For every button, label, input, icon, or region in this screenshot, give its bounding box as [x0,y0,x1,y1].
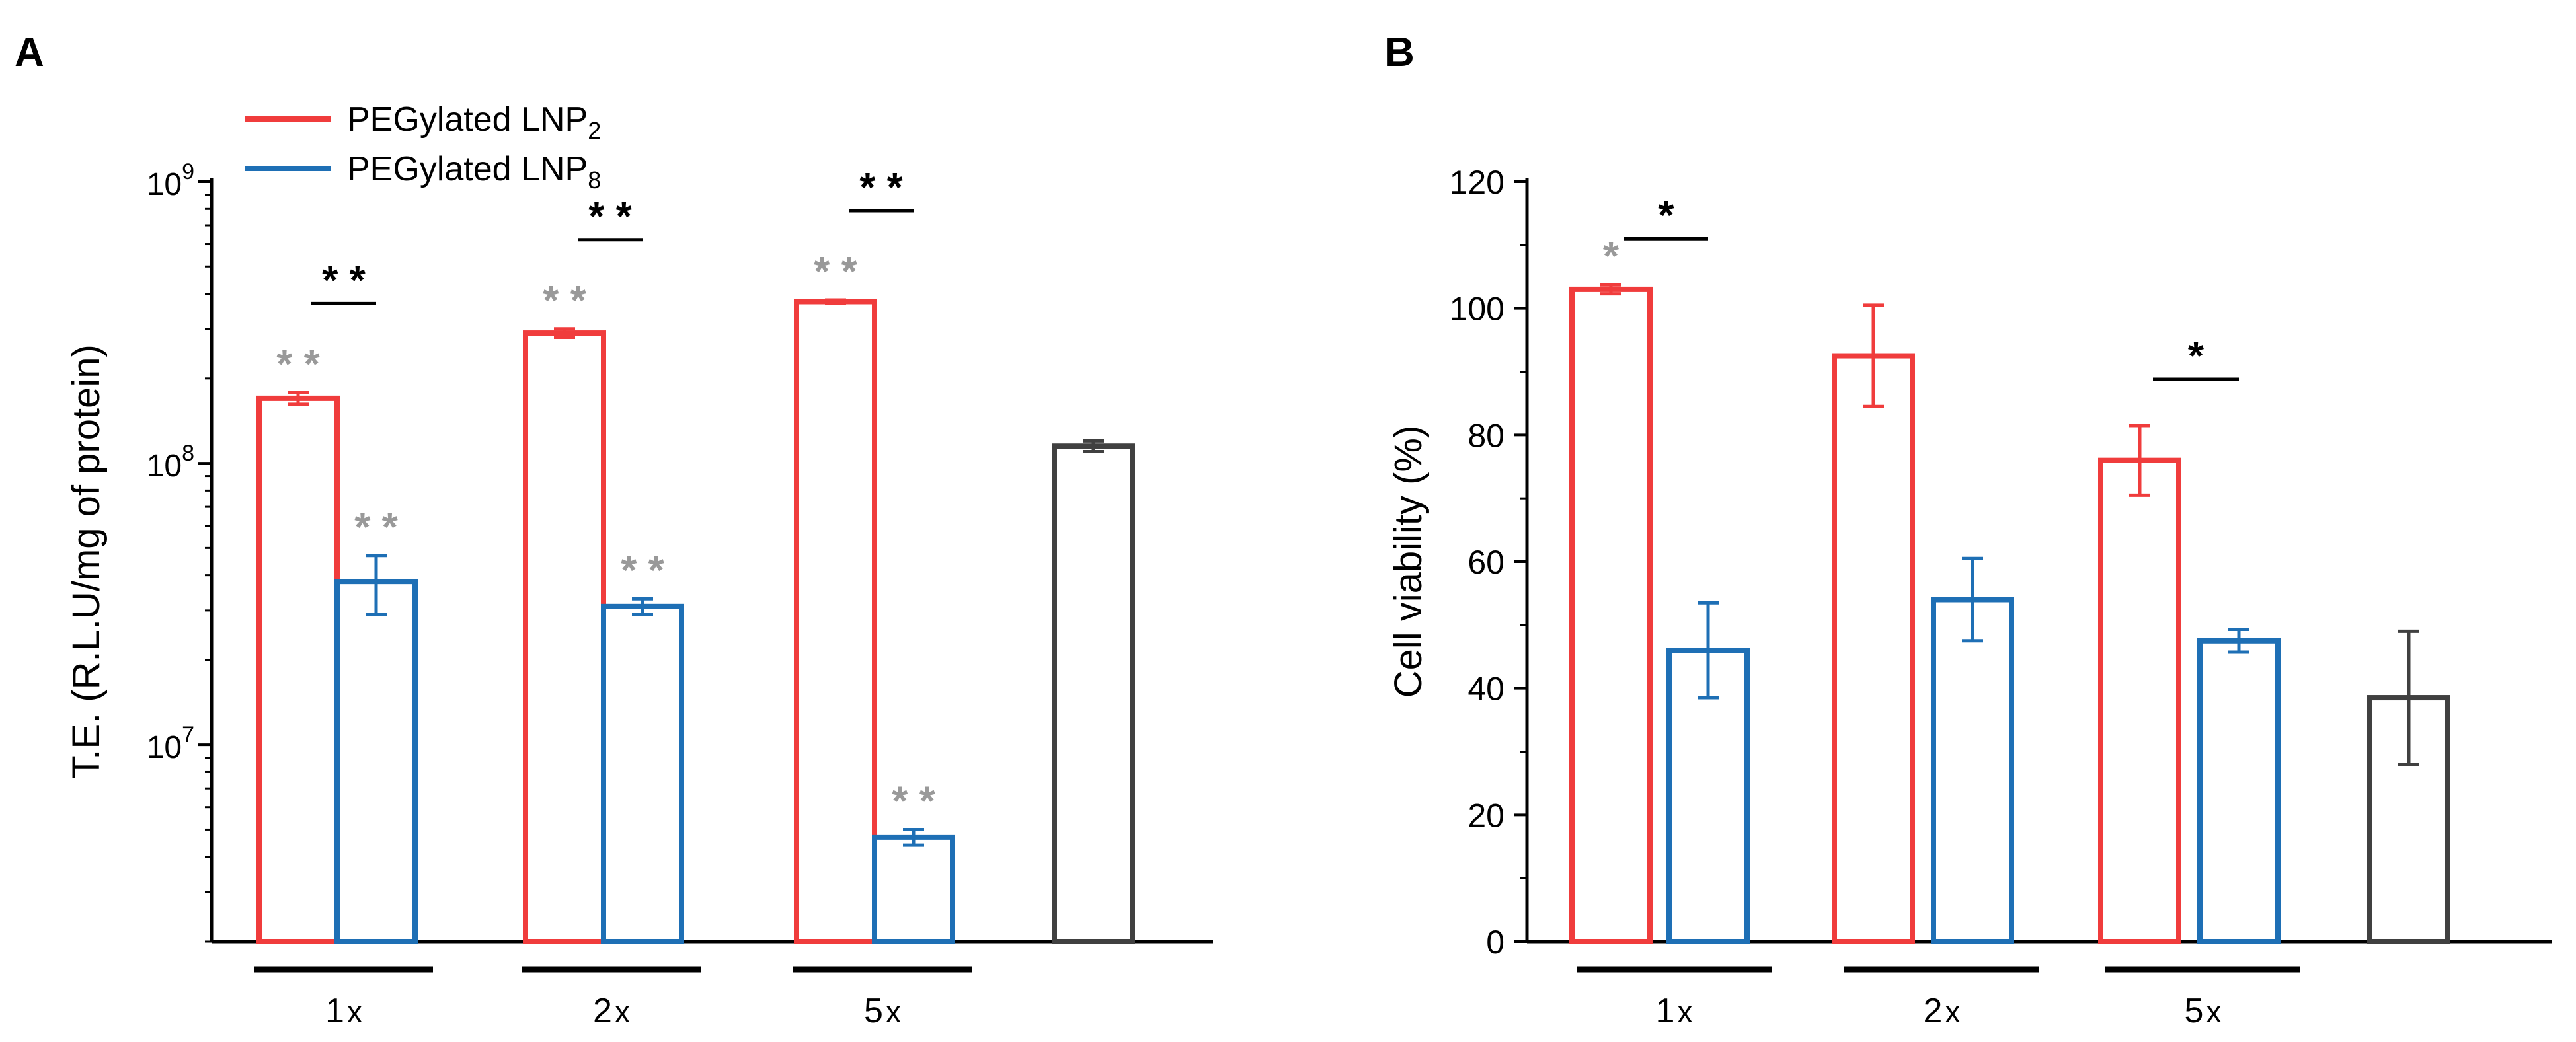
category-label: 5x [864,992,901,1030]
y-axis-label: T.E. (R.L.U/mg of protein) [65,344,108,779]
chart-b: 0 20 40 60 80 100 120 Cell viability (%) * * * 1x 2x… [1387,164,2552,1030]
y-tick-label: 120 [1450,164,1504,201]
category-label: 2x [1924,992,1961,1030]
bar-control [1052,443,1135,944]
significance-marker: * * [814,249,857,295]
legend-label: PEGylated LNP2 [347,100,601,144]
category-label: 1x [325,992,362,1030]
comparison-marker: * [1658,193,1674,239]
bar-pegylated-lnp8-2x [601,603,684,945]
y-tick-label: 109 [147,159,194,202]
bar-pegylated-lnp8-5x [872,834,955,944]
comparison-marker: * * [322,258,366,303]
comparison-marker: * [2188,334,2205,379]
bar-pegylated-lnp8-1x [334,579,418,944]
legend-label: PEGylated LNP8 [347,150,601,194]
panel-b-label: B [1385,30,1415,75]
significance-marker: * * [354,505,398,550]
y-tick-label: 60 [1467,544,1504,581]
bar-pegylated-lnp2-1x [1569,286,1653,944]
bar-pegylated-lnp8-2x [1931,597,2014,944]
y-tick-label: 20 [1467,797,1504,834]
y-axis-label: Cell viability (%) [1387,426,1430,698]
y-tick-label: 107 [147,722,194,765]
significance-marker: * [1603,234,1620,279]
category-label: 2x [593,992,630,1030]
category-label: 1x [1656,992,1693,1030]
bar-pegylated-lnp2-5x [794,299,877,944]
bar-pegylated-lnp2-2x [1832,353,1915,944]
y-tick-label: 80 [1467,417,1504,454]
bar-pegylated-lnp2-1x [256,395,340,944]
category-label: 5x [2185,992,2222,1030]
significance-marker: * * [276,342,320,387]
y-tick-label: 0 [1486,924,1504,961]
comparison-marker: * * [859,165,903,211]
y-tick-label: 100 [1450,291,1504,328]
bar-pegylated-lnp2-5x [2098,457,2181,944]
panel-a-label: A [15,30,44,75]
y-tick-label: 40 [1467,671,1504,708]
significance-marker: * * [543,278,586,324]
bar-pegylated-lnp8-5x [2197,638,2281,945]
significance-marker: * * [892,778,935,824]
significance-marker: * * [621,548,664,593]
bar-pegylated-lnp2-2x [523,330,606,944]
comparison-marker: * * [588,194,632,240]
y-tick-label: 108 [147,441,194,484]
